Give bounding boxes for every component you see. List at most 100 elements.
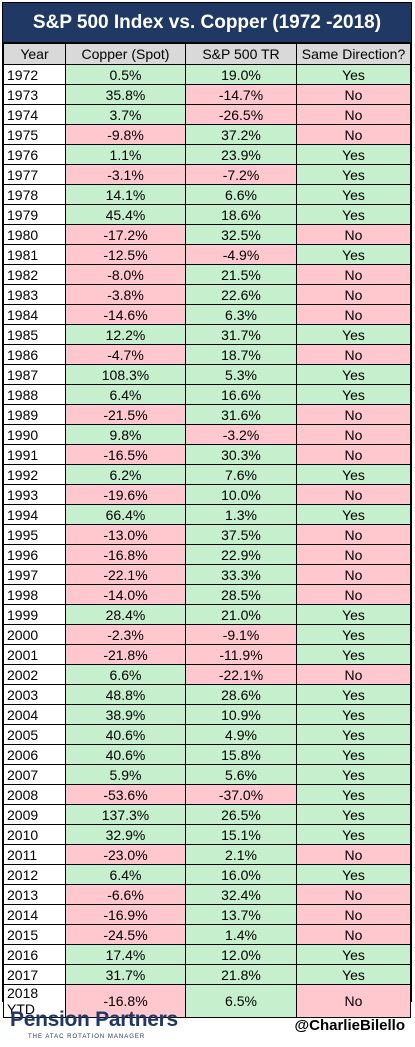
table-row: 1999 28.4% 21.0% Yes: [3, 604, 411, 625]
table-row: 2016 17.4% 12.0% Yes: [3, 944, 411, 965]
cell-sp500: 6.6%: [185, 184, 297, 205]
cell-same-direction: No: [296, 344, 411, 365]
cell-copper: 48.8%: [65, 684, 186, 705]
table-row: 2009 137.3% 26.5% Yes: [3, 804, 411, 825]
cell-sp500: 2.1%: [185, 844, 297, 865]
cell-year: 2016: [3, 944, 66, 965]
cell-same-direction: Yes: [296, 684, 411, 705]
cell-same-direction: Yes: [296, 164, 411, 185]
table-row: 1990 9.8% -3.2% No: [3, 424, 411, 445]
cell-copper: -22.1%: [65, 564, 186, 585]
cell-year: 2018 YTD: [3, 984, 66, 1018]
cell-same-direction: No: [296, 924, 411, 945]
cell-year: 2004: [3, 704, 66, 725]
table-row: 1996 -16.8% 22.9% No: [3, 544, 411, 565]
table-row: 2006 40.6% 15.8% Yes: [3, 744, 411, 765]
cell-year: 2002: [3, 664, 66, 685]
cell-sp500: 15.1%: [185, 824, 297, 845]
cell-same-direction: No: [296, 884, 411, 905]
cell-copper: 6.4%: [65, 384, 186, 405]
cell-sp500: 33.3%: [185, 564, 297, 585]
cell-copper: 108.3%: [65, 364, 186, 385]
cell-same-direction: Yes: [296, 184, 411, 205]
cell-sp500: 1.3%: [185, 504, 297, 525]
table-row: 1989 -21.5% 31.6% No: [3, 404, 411, 425]
cell-year: 1981: [3, 244, 66, 265]
table-row: 1998 -14.0% 28.5% No: [3, 584, 411, 605]
table-row: 2014 -16.9% 13.7% No: [3, 904, 411, 925]
cell-sp500: 13.7%: [185, 904, 297, 925]
cell-same-direction: Yes: [296, 384, 411, 405]
cell-sp500: 5.3%: [185, 364, 297, 385]
cell-copper: 1.1%: [65, 144, 186, 165]
cell-copper: 38.9%: [65, 704, 186, 725]
cell-same-direction: Yes: [296, 144, 411, 165]
table-row: 1991 -16.5% 30.3% No: [3, 444, 411, 465]
cell-same-direction: Yes: [296, 964, 411, 985]
cell-copper: 45.4%: [65, 204, 186, 225]
table-frame: S&P 500 Index vs. Copper (1972 -2018) Ye…: [2, 2, 412, 1018]
header-year: Year: [3, 43, 66, 65]
cell-copper: -21.8%: [65, 644, 186, 665]
cell-sp500: -3.2%: [185, 424, 297, 445]
cell-year: 1978: [3, 184, 66, 205]
cell-copper: 5.9%: [65, 764, 186, 785]
header-sp500: S&P 500 TR: [185, 43, 297, 65]
cell-year: 1985: [3, 324, 66, 345]
cell-year: 2011: [3, 844, 66, 865]
table-row: 2015 -24.5% 1.4% No: [3, 924, 411, 945]
cell-year: 1993: [3, 484, 66, 505]
cell-same-direction: No: [296, 584, 411, 605]
cell-year: 1977: [3, 164, 66, 185]
cell-same-direction: No: [296, 984, 411, 1018]
header-copper: Copper (Spot): [65, 43, 186, 65]
cell-same-direction: Yes: [296, 464, 411, 485]
cell-year: 1998: [3, 584, 66, 605]
table-row: 2011 -23.0% 2.1% No: [3, 844, 411, 865]
table-row: 2018 YTD -16.8% 6.5% No: [3, 984, 411, 1018]
table-row: 1993 -19.6% 10.0% No: [3, 484, 411, 505]
cell-sp500: 1.4%: [185, 924, 297, 945]
cell-year: 1989: [3, 404, 66, 425]
cell-copper: 3.7%: [65, 104, 186, 125]
cell-same-direction: Yes: [296, 704, 411, 725]
cell-copper: 28.4%: [65, 604, 186, 625]
cell-same-direction: Yes: [296, 244, 411, 265]
cell-same-direction: No: [296, 904, 411, 925]
cell-same-direction: Yes: [296, 504, 411, 525]
cell-same-direction: No: [296, 664, 411, 685]
cell-copper: 6.4%: [65, 864, 186, 885]
cell-year: 1984: [3, 304, 66, 325]
table-row: 1973 35.8% -14.7% No: [3, 84, 411, 105]
table-row: 1972 0.5% 19.0% Yes: [3, 64, 411, 85]
cell-year: 2007: [3, 764, 66, 785]
cell-year: 1972: [3, 64, 66, 85]
cell-same-direction: Yes: [296, 64, 411, 85]
cell-year: 2009: [3, 804, 66, 825]
table-row: 1995 -13.0% 37.5% No: [3, 524, 411, 545]
author-handle: @CharlieBilello: [294, 1017, 406, 1034]
cell-year: 1983: [3, 284, 66, 305]
table-row: 1978 14.1% 6.6% Yes: [3, 184, 411, 205]
cell-copper: 17.4%: [65, 944, 186, 965]
footer: Pension Partners THE ATAC ROTATION MANAG…: [0, 1004, 415, 1047]
cell-same-direction: No: [296, 104, 411, 125]
table-row: 1975 -9.8% 37.2% No: [3, 124, 411, 145]
table-row: 1994 66.4% 1.3% Yes: [3, 504, 411, 525]
cell-year: 1997: [3, 564, 66, 585]
cell-copper: -16.9%: [65, 904, 186, 925]
table-row: 1974 3.7% -26.5% No: [3, 104, 411, 125]
cell-copper: -14.6%: [65, 304, 186, 325]
header-same-direction: Same Direction?: [296, 43, 411, 65]
cell-same-direction: Yes: [296, 944, 411, 965]
cell-sp500: 10.9%: [185, 704, 297, 725]
cell-copper: 6.2%: [65, 464, 186, 485]
table-row: 2001 -21.8% -11.9% Yes: [3, 644, 411, 665]
cell-same-direction: Yes: [296, 744, 411, 765]
cell-same-direction: No: [296, 444, 411, 465]
cell-sp500: -14.7%: [185, 84, 297, 105]
table-row: 2012 6.4% 16.0% Yes: [3, 864, 411, 885]
table-row: 1977 -3.1% -7.2% Yes: [3, 164, 411, 185]
cell-same-direction: Yes: [296, 804, 411, 825]
cell-sp500: 16.0%: [185, 864, 297, 885]
